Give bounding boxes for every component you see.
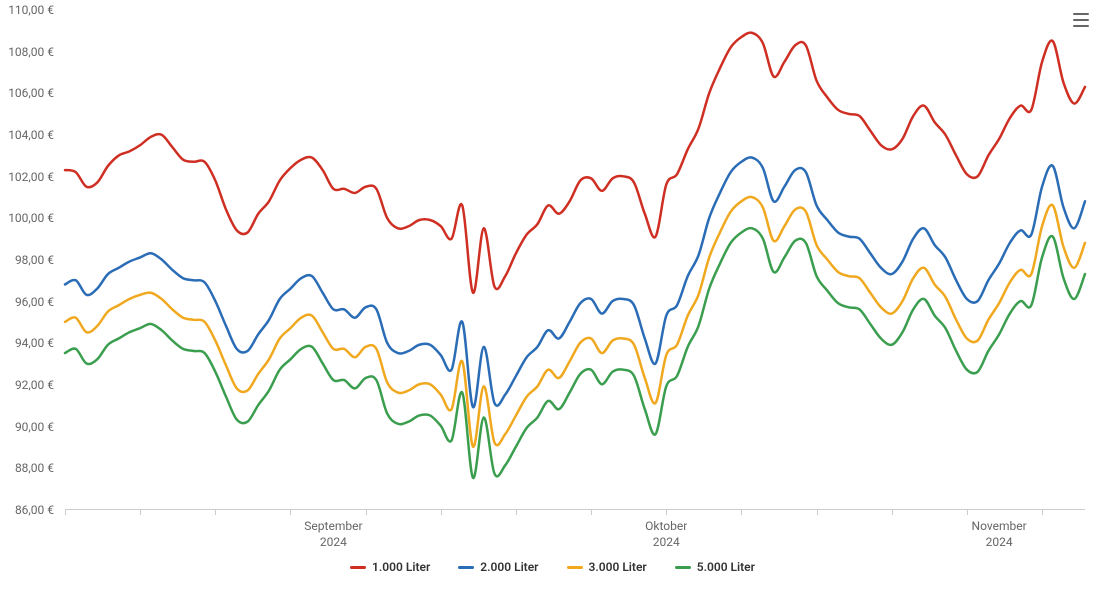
legend-swatch bbox=[350, 566, 366, 569]
y-tick-label: 108,00 € bbox=[8, 45, 54, 59]
legend-swatch bbox=[458, 566, 474, 569]
x-tick-label: Oktober2024 bbox=[645, 519, 687, 550]
chart-lines-svg bbox=[65, 10, 1085, 509]
x-minor-tick bbox=[65, 510, 66, 515]
price-chart: 86,00 € 88,00 € 90,00 € 92,00 € 94,00 € 96,00… bbox=[0, 0, 1105, 602]
y-axis: 86,00 €88,00 €90,00 €92,00 €94,00 €96,00… bbox=[0, 10, 60, 510]
x-minor-tick bbox=[441, 510, 442, 515]
x-minor-tick bbox=[215, 510, 216, 515]
y-tick-label: 100,00 € bbox=[8, 211, 54, 225]
series-line bbox=[65, 33, 1085, 293]
x-minor-tick bbox=[666, 510, 667, 515]
legend-label: 3.000 Liter bbox=[589, 560, 647, 574]
legend-item[interactable]: 3.000 Liter bbox=[567, 560, 647, 574]
y-tick-label: 104,00 € bbox=[8, 128, 54, 142]
y-tick-label: 102,00 € bbox=[8, 170, 54, 184]
series-line bbox=[65, 197, 1085, 447]
legend-item[interactable]: 1.000 Liter bbox=[350, 560, 430, 574]
y-tick-label: 90,00 € bbox=[15, 420, 54, 434]
x-minor-tick bbox=[591, 510, 592, 515]
legend: 1.000 Liter 2.000 Liter 3.000 Liter 5.000 L… bbox=[0, 560, 1105, 574]
x-tick-label: September2024 bbox=[304, 519, 362, 550]
x-minor-tick bbox=[817, 510, 818, 515]
x-minor-tick bbox=[967, 510, 968, 515]
legend-label: 2.000 Liter bbox=[480, 560, 538, 574]
legend-item[interactable]: 5.000 Liter bbox=[675, 560, 755, 574]
x-axis: September2024 Oktober2024 November2024 bbox=[65, 515, 1085, 555]
x-minor-tick bbox=[366, 510, 367, 515]
legend-label: 5.000 Liter bbox=[697, 560, 755, 574]
y-tick-label: 106,00 € bbox=[8, 86, 54, 100]
legend-item[interactable]: 2.000 Liter bbox=[458, 560, 538, 574]
y-tick-label: 92,00 € bbox=[15, 378, 54, 392]
y-tick-label: 94,00 € bbox=[15, 336, 54, 350]
x-minor-tick bbox=[1042, 510, 1043, 515]
y-tick-label: 86,00 € bbox=[15, 503, 54, 517]
plot-area bbox=[65, 10, 1085, 510]
x-minor-tick bbox=[140, 510, 141, 515]
legend-swatch bbox=[675, 566, 691, 569]
legend-swatch bbox=[567, 566, 583, 569]
legend-label: 1.000 Liter bbox=[372, 560, 430, 574]
y-tick-label: 96,00 € bbox=[15, 295, 54, 309]
x-minor-tick bbox=[516, 510, 517, 515]
x-minor-tick bbox=[741, 510, 742, 515]
y-tick-label: 98,00 € bbox=[15, 253, 54, 267]
x-minor-tick bbox=[290, 510, 291, 515]
x-tick-label: November2024 bbox=[972, 519, 1027, 550]
y-tick-label: 88,00 € bbox=[15, 461, 54, 475]
x-minor-tick bbox=[892, 510, 893, 515]
y-tick-label: 110,00 € bbox=[8, 3, 54, 17]
